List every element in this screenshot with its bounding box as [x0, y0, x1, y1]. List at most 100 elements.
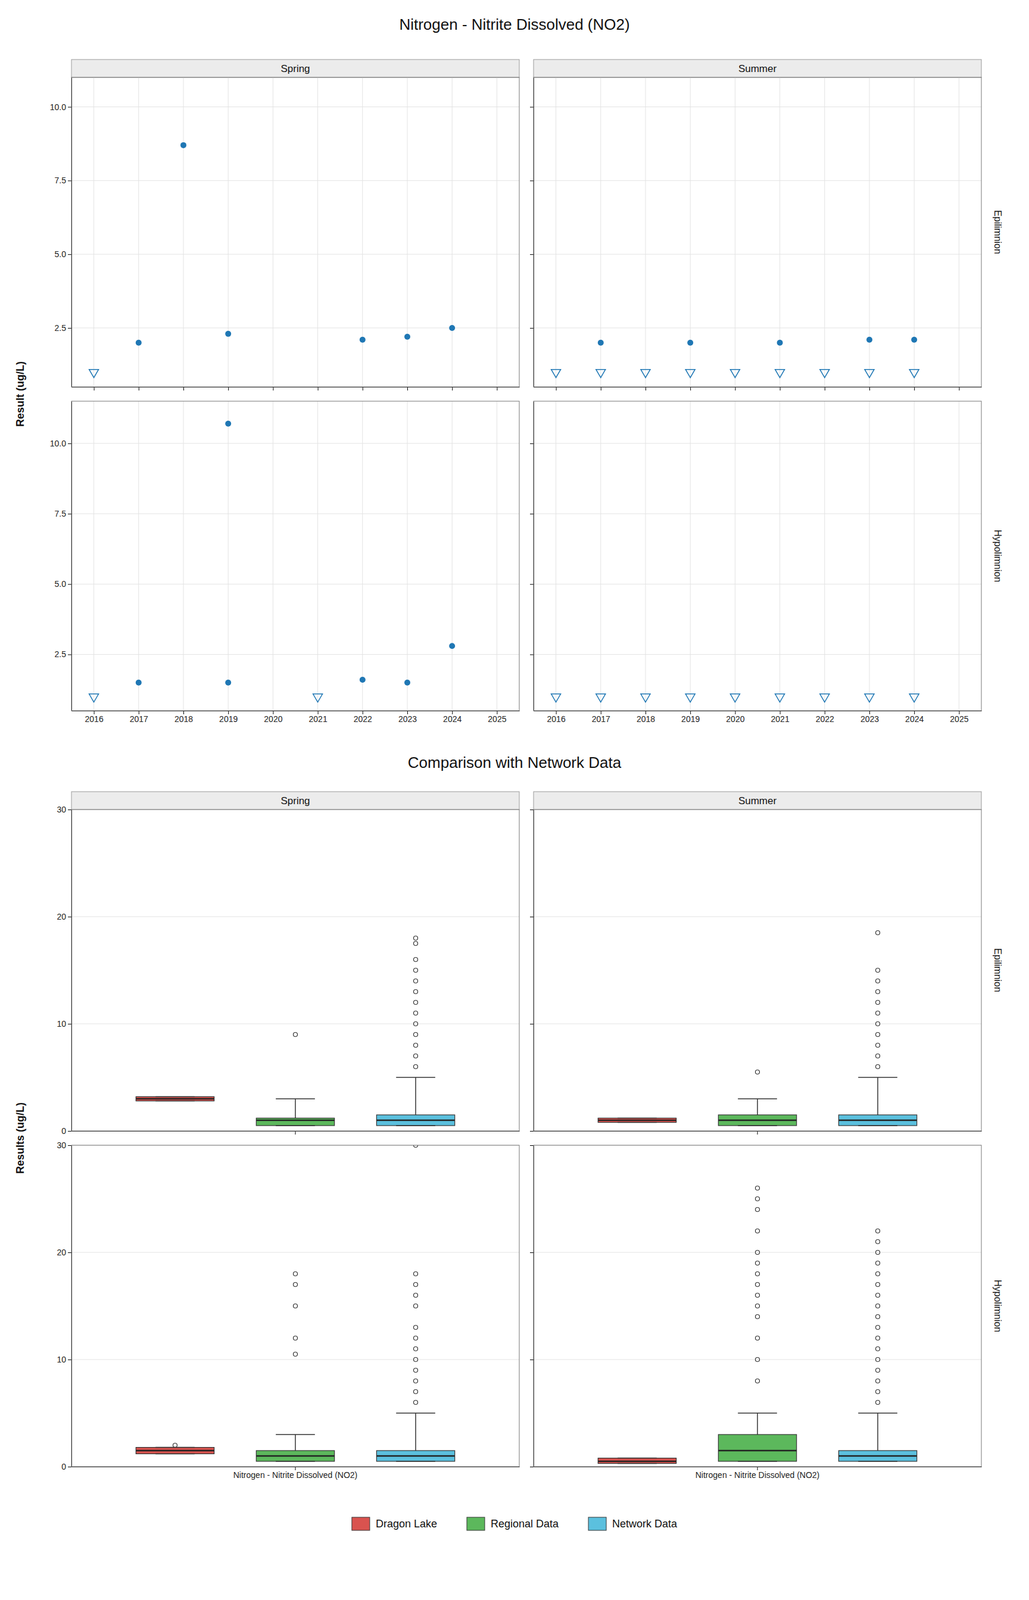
flier	[293, 1033, 298, 1038]
point-triangle	[819, 694, 830, 703]
marks	[551, 694, 920, 703]
flier	[413, 1043, 419, 1049]
tick-mark	[67, 1024, 72, 1025]
marks	[89, 421, 456, 703]
tick-mark	[451, 387, 453, 391]
panel: SummerEpilimnion	[529, 59, 1003, 391]
flier	[875, 1043, 881, 1049]
point	[359, 337, 366, 343]
grid-line	[645, 77, 647, 388]
tick	[362, 387, 364, 391]
flier	[413, 1272, 419, 1277]
flier	[875, 1401, 881, 1406]
flier	[755, 1251, 760, 1256]
median	[256, 1455, 335, 1458]
plot-frame	[71, 1145, 520, 1468]
tick: 2018	[636, 711, 656, 725]
grid	[94, 401, 498, 712]
strip-label: Summer	[738, 795, 778, 807]
flier	[875, 1065, 881, 1070]
tick-mark	[734, 387, 736, 391]
whisker-cap	[155, 1101, 195, 1103]
flier	[875, 1011, 881, 1016]
point-triangle	[864, 369, 875, 379]
tick-mark	[496, 387, 498, 391]
tick-mark	[914, 387, 915, 391]
legend-swatch	[466, 1517, 485, 1531]
grid-line	[71, 1252, 520, 1254]
tick: 2025	[949, 711, 969, 725]
tick	[529, 584, 534, 585]
tick	[317, 387, 319, 391]
grid-line	[645, 401, 647, 712]
box	[718, 1435, 797, 1462]
flier	[413, 1145, 419, 1149]
median	[597, 1461, 676, 1464]
whisker-cap	[737, 1125, 778, 1127]
tick: Nitrogen - Nitrite Dissolved (NO2)	[695, 1467, 820, 1481]
tick-mark	[67, 1145, 72, 1147]
point	[597, 340, 604, 346]
tick	[228, 387, 229, 391]
whisker	[415, 1077, 417, 1116]
median	[256, 1120, 335, 1122]
tick-mark	[529, 107, 534, 108]
tick-mark	[529, 654, 534, 656]
flier	[755, 1197, 760, 1202]
tick: 30	[56, 805, 72, 815]
point	[404, 334, 411, 341]
whisker-cap	[737, 1098, 778, 1100]
whisker	[877, 1413, 879, 1452]
tick-mark	[780, 387, 781, 391]
tick-mark	[67, 180, 72, 182]
tick	[529, 1467, 534, 1468]
tick-mark	[138, 387, 140, 391]
whisker	[877, 1077, 879, 1116]
tick	[780, 387, 781, 391]
tick-mark	[67, 809, 72, 811]
tick-mark	[362, 387, 364, 391]
flier	[875, 1261, 881, 1267]
strip-background	[533, 791, 982, 810]
tick	[407, 387, 408, 391]
grid-line	[533, 1024, 982, 1025]
y-axis: 2.55.07.510.0	[50, 78, 73, 388]
tick-label: 2018	[636, 714, 656, 725]
tick-label: Nitrogen - Nitrite Dissolved (NO2)	[695, 1470, 820, 1481]
tick: 10.0	[50, 102, 72, 112]
whisker-cap	[617, 1122, 657, 1124]
flier	[293, 1352, 298, 1358]
flier	[413, 990, 419, 995]
tick-label: 2017	[129, 714, 149, 725]
strip-background	[533, 59, 982, 78]
chart-title: Nitrogen - Nitrite Dissolved (NO2)	[398, 15, 630, 34]
flier	[755, 1272, 760, 1277]
tick-label: 5.0	[54, 579, 67, 589]
point-triangle	[775, 694, 785, 703]
y-axis: 0102030	[56, 1140, 72, 1473]
flier	[755, 1070, 760, 1075]
whisker-cap	[275, 1461, 316, 1463]
legend-label: Dragon Lake	[375, 1518, 438, 1531]
point	[866, 337, 873, 343]
grid	[556, 401, 960, 712]
row-label: Epilimnion	[992, 210, 1003, 255]
flier	[413, 1065, 419, 1070]
grid-line	[555, 77, 557, 388]
tick: 2020	[263, 711, 283, 725]
plot-frame	[533, 77, 982, 388]
plot-frame	[533, 809, 982, 1132]
grid-line	[71, 917, 520, 918]
grid-line	[138, 401, 139, 712]
flier	[875, 1240, 881, 1245]
whisker	[415, 1413, 417, 1452]
tick	[529, 443, 534, 445]
point-triangle	[551, 694, 561, 703]
grid-line	[317, 77, 318, 388]
flier	[413, 968, 419, 974]
box	[256, 1451, 335, 1462]
point	[225, 331, 232, 338]
tick-label: 2017	[591, 714, 611, 725]
grid-line	[869, 401, 871, 712]
tick-label: 0	[61, 1462, 67, 1473]
